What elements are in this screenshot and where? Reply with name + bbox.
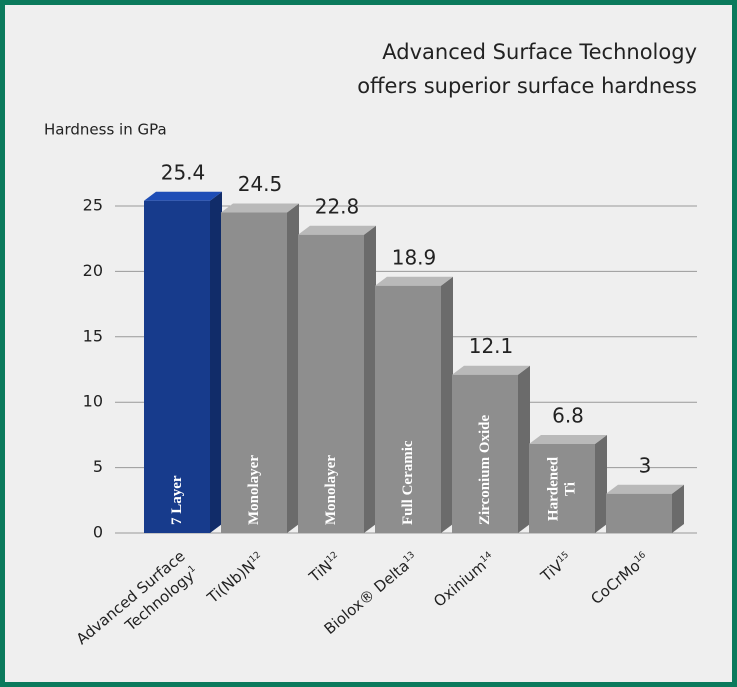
bar-front: [529, 444, 595, 533]
value-label: 25.4: [161, 160, 206, 184]
bar: [375, 276, 453, 533]
bar: [221, 203, 299, 534]
chart: Advanced Surface Technology offers super…: [44, 40, 697, 542]
bar: [298, 225, 376, 533]
value-label: 18.9: [392, 245, 437, 269]
bar-side: [441, 276, 453, 533]
y-tick-label: 10: [83, 392, 103, 411]
bar: [144, 191, 222, 533]
bar-front: [452, 374, 518, 533]
bar: [452, 365, 530, 533]
bar-top: [221, 203, 299, 213]
bar-front: [221, 212, 287, 534]
chart-title: Advanced Surface Technology: [382, 40, 697, 64]
value-label: 24.5: [238, 172, 283, 196]
bar-top: [375, 276, 453, 286]
bar-label: Zirconium Oxide: [476, 414, 493, 525]
y-tick-label: 5: [93, 457, 103, 476]
bar: [529, 435, 607, 533]
chart-title: offers superior surface hardness: [357, 74, 697, 98]
bar-top: [144, 191, 222, 201]
bar-side: [287, 203, 299, 534]
value-label: 6.8: [552, 404, 584, 428]
bar-side: [210, 191, 222, 533]
bar: [606, 484, 684, 533]
bar-label: Monolayer: [322, 455, 339, 525]
bar-front: [375, 285, 441, 533]
bar-top: [606, 484, 684, 494]
bar-side: [595, 435, 607, 533]
bar-label: Monolayer: [245, 455, 262, 525]
bar-side: [364, 225, 376, 533]
y-tick-label: 20: [83, 261, 103, 280]
bar-front: [144, 200, 210, 533]
y-axis-label: Hardness in GPa: [44, 121, 167, 139]
value-label: 22.8: [315, 194, 360, 218]
y-tick-label: 25: [83, 196, 103, 215]
bar-label: Full Ceramic: [399, 440, 416, 525]
bar-label: Hardened Ti: [544, 456, 578, 521]
bar-top: [452, 365, 530, 375]
bar-side: [518, 365, 530, 533]
bar-label: 7 Layer: [168, 475, 185, 525]
bar-top: [298, 225, 376, 235]
bar-side: [672, 484, 684, 533]
bar-front: [298, 234, 364, 533]
bar-top: [529, 435, 607, 445]
value-label: 12.1: [469, 334, 514, 358]
bar-front: [606, 493, 672, 533]
y-tick-label: 0: [93, 523, 103, 542]
value-label: 3: [639, 453, 652, 477]
y-tick-label: 15: [83, 326, 103, 345]
